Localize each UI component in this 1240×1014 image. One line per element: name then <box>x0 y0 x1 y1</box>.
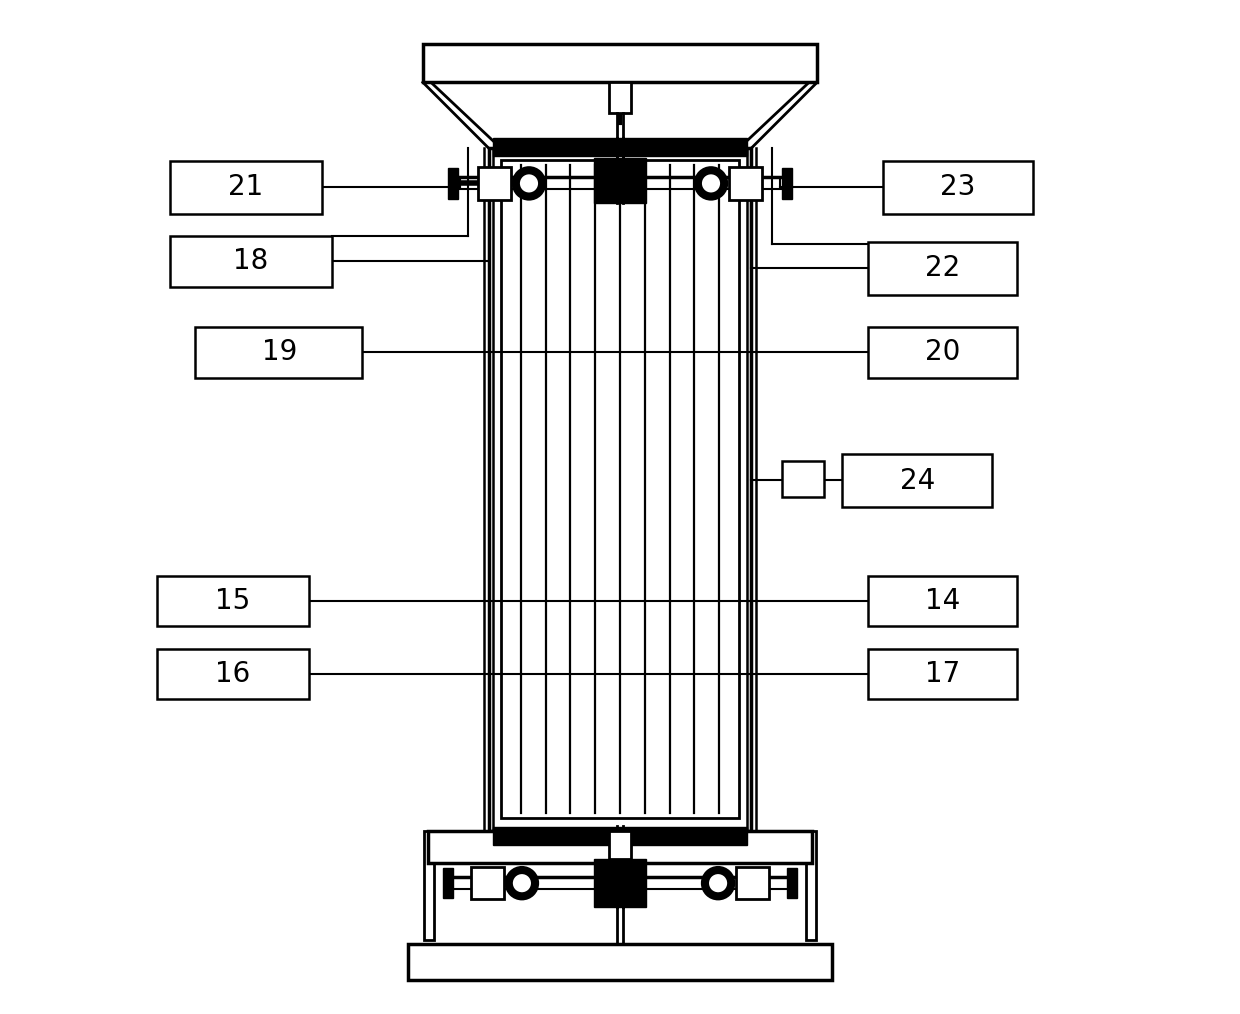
Text: 23: 23 <box>940 173 976 202</box>
Circle shape <box>694 167 727 200</box>
Bar <box>868 242 1017 295</box>
Circle shape <box>513 167 546 200</box>
Bar <box>408 944 832 981</box>
Bar <box>157 576 309 627</box>
Text: 22: 22 <box>925 255 960 282</box>
Bar <box>443 868 453 898</box>
Bar <box>492 826 748 845</box>
Bar <box>806 830 816 940</box>
Bar <box>195 327 362 377</box>
Bar <box>479 167 511 200</box>
Bar <box>868 576 1017 627</box>
Bar <box>737 867 769 899</box>
Circle shape <box>702 867 734 899</box>
Bar <box>868 327 1017 377</box>
Text: 17: 17 <box>925 660 960 687</box>
Circle shape <box>512 873 532 893</box>
Bar <box>594 859 646 908</box>
Bar <box>170 161 321 214</box>
Text: 15: 15 <box>215 587 250 615</box>
Bar <box>424 830 434 940</box>
Bar <box>594 157 646 203</box>
Bar <box>787 868 797 898</box>
Bar <box>170 236 332 287</box>
Bar <box>471 867 503 899</box>
Circle shape <box>701 173 722 194</box>
Bar <box>868 649 1017 699</box>
Bar <box>489 148 751 830</box>
Text: 18: 18 <box>233 247 269 275</box>
Bar <box>883 161 1033 214</box>
Text: 24: 24 <box>900 466 935 495</box>
Bar <box>781 461 825 497</box>
Text: 16: 16 <box>215 660 250 687</box>
Circle shape <box>506 867 538 899</box>
Circle shape <box>518 173 539 194</box>
Bar <box>609 82 631 113</box>
Bar <box>729 167 761 200</box>
Text: 20: 20 <box>925 339 960 366</box>
Text: 21: 21 <box>228 173 263 202</box>
Bar <box>448 168 459 199</box>
Bar <box>609 830 631 859</box>
Bar <box>781 168 792 199</box>
Bar <box>501 160 739 818</box>
Bar <box>428 830 812 863</box>
Bar <box>492 138 748 156</box>
Bar <box>842 454 992 507</box>
Circle shape <box>708 873 728 893</box>
Text: 19: 19 <box>262 339 296 366</box>
Bar <box>423 44 817 82</box>
Bar <box>157 649 309 699</box>
Text: 14: 14 <box>925 587 960 615</box>
